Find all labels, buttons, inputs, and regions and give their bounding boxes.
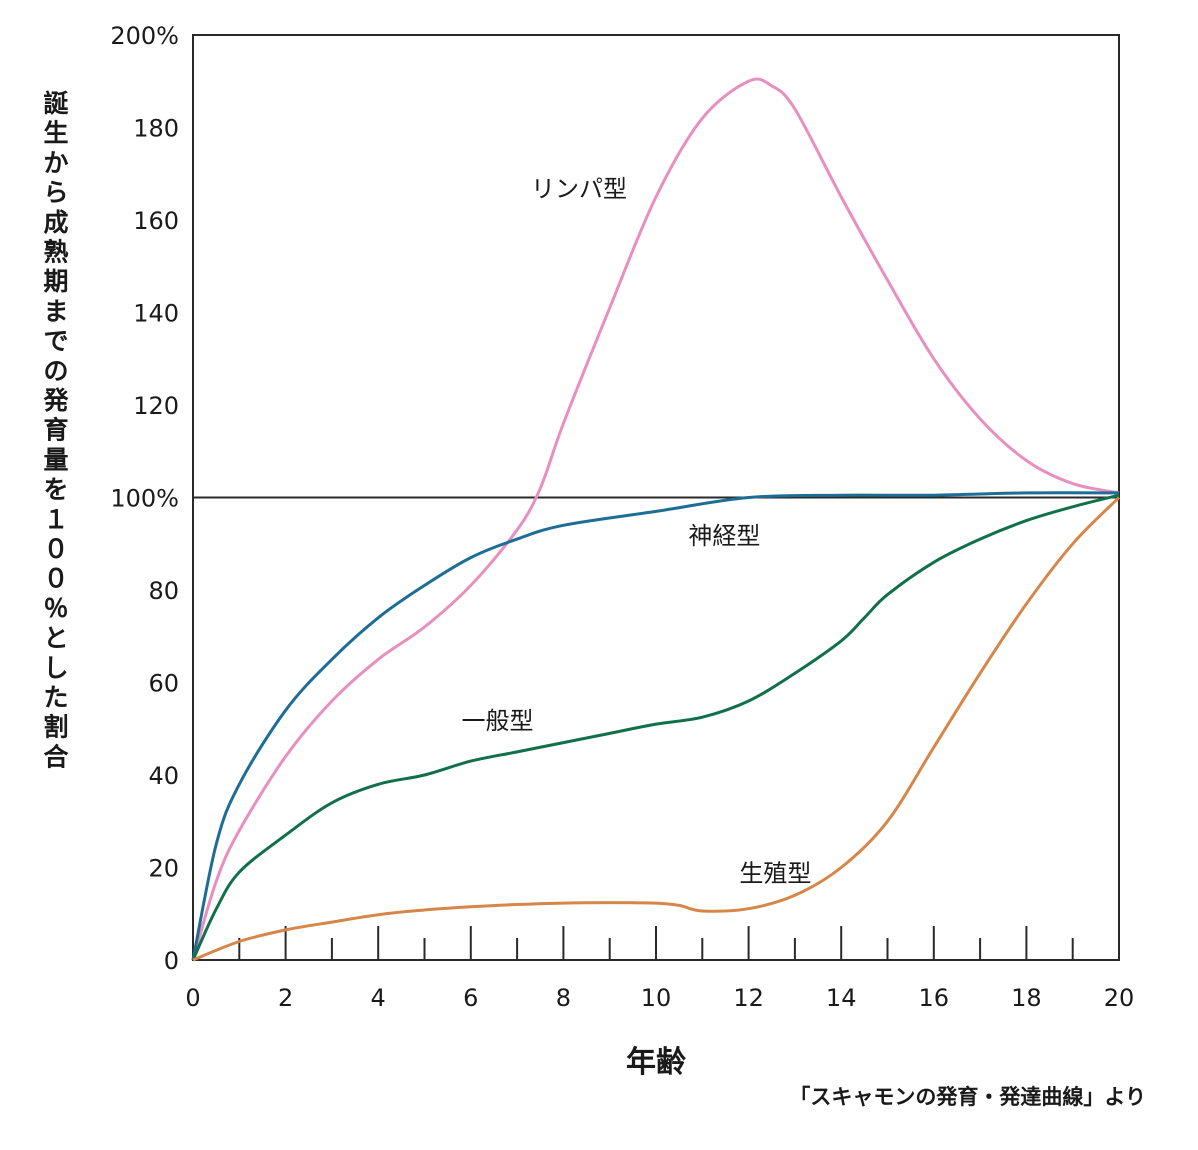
x-tick-label: 10 [641,984,672,1012]
y-tick-label: 40 [148,762,179,790]
y-tick-label: 0 [164,947,179,975]
series-label: 生殖型 [739,859,811,887]
y-tick-label: 200% [110,22,179,50]
series-line [192,496,1121,962]
y-tick-label: 80 [148,577,179,605]
series-line [191,493,1120,961]
y-tick-label: 180 [133,115,179,143]
series-label: 一般型 [462,707,534,735]
y-tick-label: 140 [133,300,179,328]
x-minor-ticks [238,926,1074,960]
x-tick-label: 20 [1104,984,1135,1012]
source-note: 「スキャモンの発育・発達曲線」より [789,1085,1146,1109]
y-tick-label: 160 [133,207,179,235]
x-tick-label: 6 [463,984,478,1012]
x-tick-label: 0 [185,984,200,1012]
series-line [191,491,1120,961]
x-axis-label: 年齢 [626,1045,686,1080]
y-tick-label: 20 [148,855,179,883]
y-tick-label: 100% [110,485,179,513]
y-tick-label: 60 [148,670,179,698]
x-tick-label: 14 [826,984,857,1012]
y-axis-label: 誕生から成熟期までの発育量を１００％とした割合 [42,89,69,771]
x-tick-labels: 0 2 4 6 8 10 12 14 16 18 20 [185,984,1134,1012]
series-line [191,77,1120,961]
y-tick-labels: 0 20 40 60 80 100% 120 140 160 180 200% [110,22,179,975]
x-tick-label: 18 [1011,984,1042,1012]
x-tick-label: 12 [733,984,764,1012]
series-lines [191,77,1121,962]
x-tick-label: 16 [919,984,950,1012]
x-tick-label: 4 [371,984,386,1012]
series-label: リンパ型 [531,175,627,203]
series-label: 神経型 [688,522,760,550]
y-tick-label: 120 [133,392,179,420]
x-tick-label: 2 [278,984,293,1012]
x-tick-label: 8 [556,984,571,1012]
